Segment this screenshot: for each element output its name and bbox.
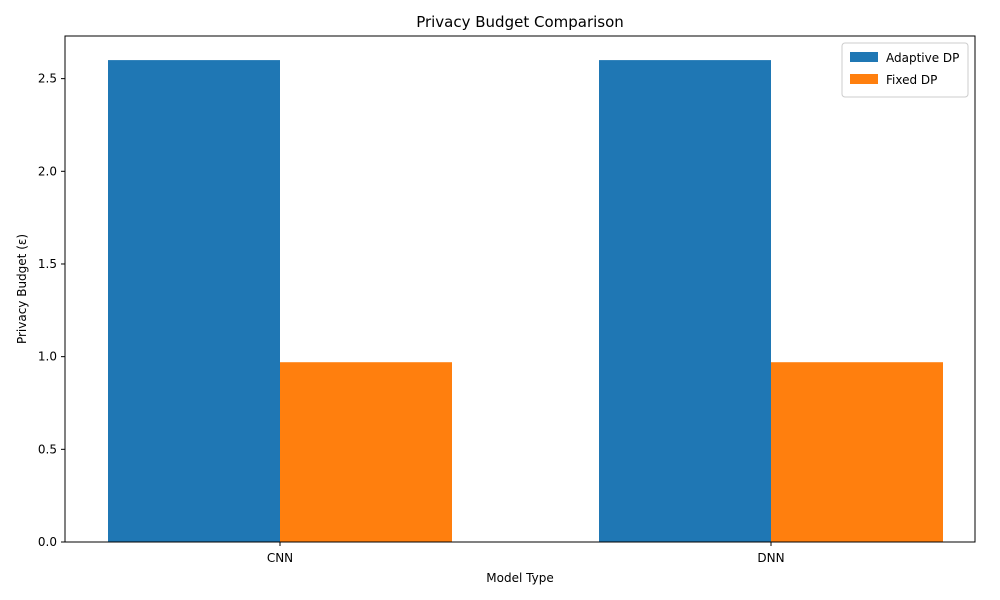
bar-adaptive-dp-cnn (108, 60, 280, 542)
plot-area: 0.0 0.5 1.0 1.5 2.0 2.5 CNN DNN (38, 35, 976, 565)
x-axis-label: Model Type (486, 571, 553, 585)
x-tick-label: CNN (267, 551, 293, 565)
legend-label-adaptive-dp: Adaptive DP (886, 51, 959, 65)
y-tick-label: 2.0 (38, 164, 57, 178)
bar-adaptive-dp-dnn (599, 60, 771, 542)
x-tick-label: DNN (757, 551, 784, 565)
legend-swatch-adaptive-dp (850, 52, 878, 62)
y-tick-label: 1.0 (38, 350, 57, 364)
chart-title: Privacy Budget Comparison (416, 13, 624, 31)
bar-fixed-dp-cnn (280, 362, 452, 542)
y-tick-label: 2.5 (38, 72, 57, 86)
legend: Adaptive DP Fixed DP (841, 42, 969, 98)
bar-fixed-dp-dnn (771, 362, 943, 542)
y-tick-label: 0.5 (38, 442, 57, 456)
legend-swatch-fixed-dp (850, 74, 878, 84)
legend-label-fixed-dp: Fixed DP (886, 73, 937, 87)
y-axis-label: Privacy Budget (ε) (15, 234, 29, 344)
axes-frame (64, 35, 976, 543)
y-tick-label: 0.0 (38, 535, 57, 549)
y-tick-label: 1.5 (38, 257, 57, 271)
